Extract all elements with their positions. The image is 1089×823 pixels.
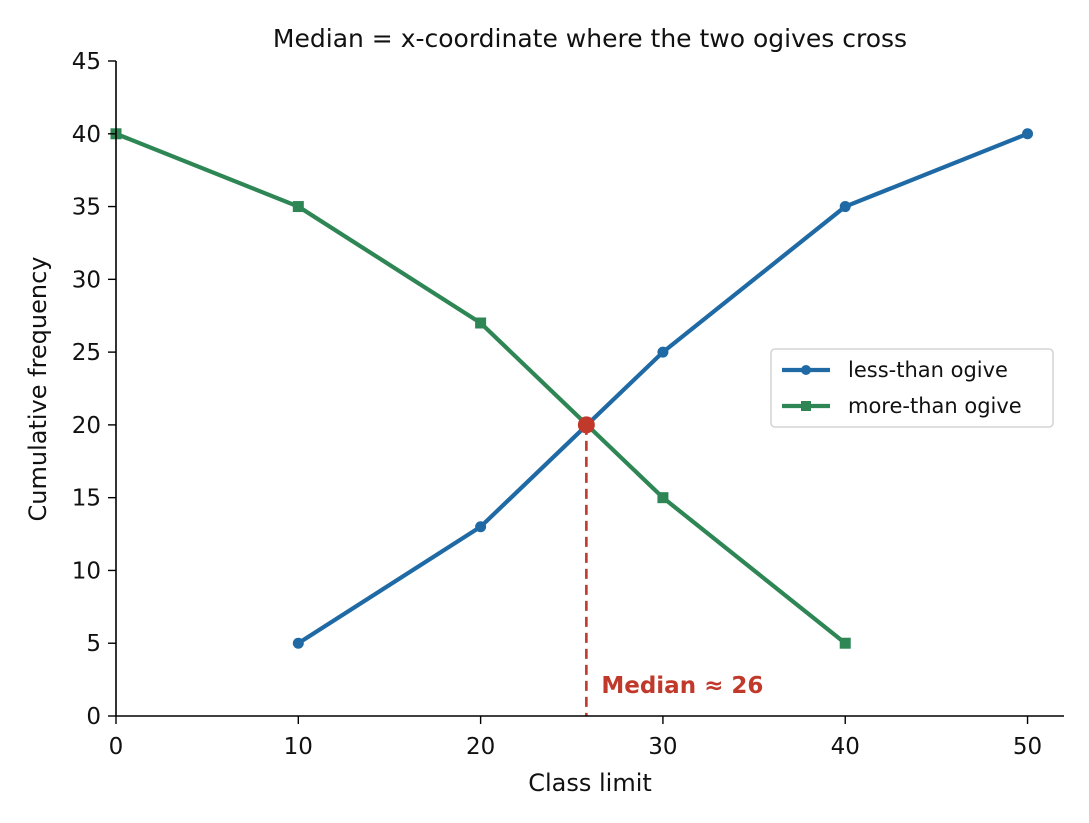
y-tick-label: 10 (72, 558, 101, 584)
median-annotation: Median ≈ 26 (601, 673, 763, 699)
legend: less-than ogive more-than ogive (770, 348, 1054, 428)
x-tick-label: 40 (831, 734, 860, 760)
legend-label-1: less-than ogive (848, 358, 1008, 382)
series-2-point (475, 317, 487, 329)
series-line-2 (113, 131, 848, 646)
y-axis-label: Cumulative frequency (24, 257, 52, 522)
y-axis-ticks: 0 5 10 15 20 25 30 35 40 45 (72, 49, 116, 730)
legend-frame (770, 348, 1054, 428)
legend-marker-2 (801, 401, 811, 411)
y-tick-label: 25 (72, 340, 101, 366)
series-1-point (292, 637, 304, 649)
x-tick-label: 10 (284, 734, 313, 760)
legend-label-2: more-than ogive (848, 394, 1022, 418)
y-tick-label: 30 (72, 267, 101, 293)
series-1-point (657, 346, 669, 358)
x-tick-label: 30 (648, 734, 677, 760)
x-tick-label: 0 (109, 734, 124, 760)
median-point (577, 416, 595, 434)
x-tick-label: 50 (1013, 734, 1042, 760)
plot-area: Median ≈ 26 (110, 128, 1034, 716)
y-tick-label: 5 (86, 631, 101, 657)
y-tick-label: 0 (86, 704, 101, 730)
y-tick-label: 35 (72, 195, 101, 221)
series-1-point (839, 201, 851, 213)
x-tick-label: 20 (466, 734, 495, 760)
y-tick-label: 45 (72, 49, 101, 75)
y-tick-label: 40 (72, 122, 101, 148)
chart-title: Median = x-coordinate where the two ogiv… (273, 24, 907, 53)
x-axis-label: Class limit (528, 769, 652, 797)
series-1-point (475, 521, 487, 533)
y-tick-label: 20 (72, 413, 101, 439)
series-2-point (839, 637, 851, 649)
legend-marker-1 (801, 365, 811, 375)
series-2-point (657, 492, 669, 504)
x-axis-ticks: 0 10 20 30 40 50 (109, 716, 1042, 760)
y-tick-label: 15 (72, 486, 101, 512)
series-2-point (292, 201, 304, 213)
series-1-point (1022, 128, 1034, 140)
